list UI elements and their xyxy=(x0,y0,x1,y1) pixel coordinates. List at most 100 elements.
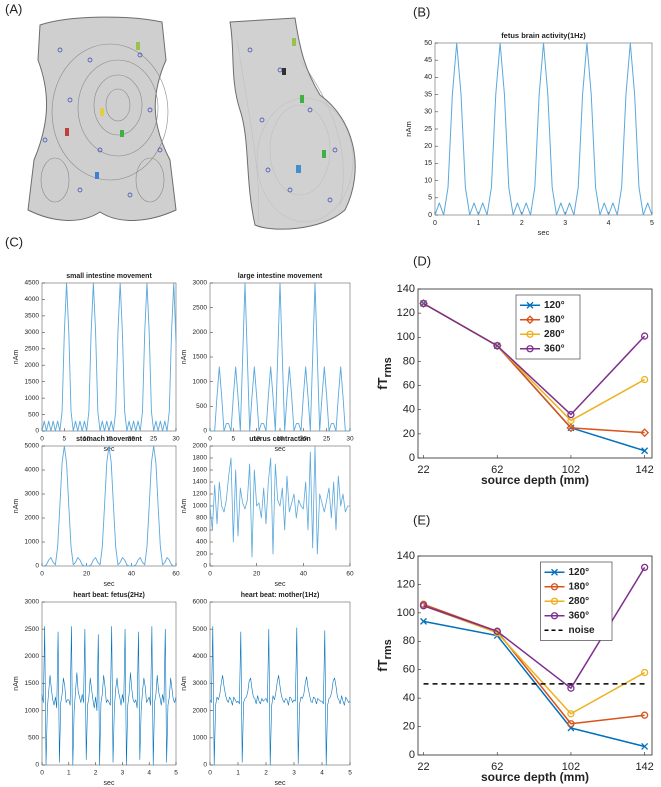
x-tick-label: 60 xyxy=(346,571,354,578)
y-tick-label: 500 xyxy=(196,403,207,410)
x-tick-label: 0 xyxy=(40,436,44,443)
y-tick-label: 140 xyxy=(397,283,415,295)
panel-label: (A) xyxy=(5,1,22,16)
x-tick-label: 0 xyxy=(40,770,44,777)
x-axis-label: sec xyxy=(275,780,286,787)
y-tick-label: 600 xyxy=(196,527,207,534)
y-tick-label: 3000 xyxy=(25,491,40,498)
x-tick-label: 15 xyxy=(105,436,113,443)
y-tick-label: 1400 xyxy=(193,479,208,486)
y-tick-label: 1500 xyxy=(193,354,208,361)
x-tick-label: 20 xyxy=(253,571,261,578)
y-tick-label: 0 xyxy=(35,428,39,435)
chart-title: heart beat: mother(1Hz) xyxy=(241,592,320,599)
marker xyxy=(567,710,575,718)
x-axis-label: sec xyxy=(104,581,115,588)
x-axis-label: sec xyxy=(275,446,286,453)
y-tick-label: 2500 xyxy=(25,626,40,633)
x-tick-label: 102 xyxy=(562,464,580,476)
series-line xyxy=(209,445,350,558)
y-tick-label: 1800 xyxy=(193,455,208,462)
legend-label: 360° xyxy=(544,343,565,354)
y-axis-label-main: fT xyxy=(375,377,390,389)
y-tick-label: 40 xyxy=(403,404,415,416)
marker xyxy=(566,423,576,433)
y-tick-label: 2000 xyxy=(193,443,208,450)
axes-box xyxy=(209,601,351,766)
x-axis-label: sec xyxy=(275,581,286,588)
y-tick-label: 3000 xyxy=(193,680,208,687)
y-tick-label: 500 xyxy=(28,411,39,418)
y-axis-label-main: nAm xyxy=(13,676,20,691)
x-tick-label: 22 xyxy=(417,464,429,476)
x-tick-label: 25 xyxy=(323,436,331,443)
y-tick-label: 45 xyxy=(424,57,432,64)
marker xyxy=(640,428,650,438)
legend-label: 280° xyxy=(544,329,565,340)
marker xyxy=(641,447,649,455)
y-tick-label: 3500 xyxy=(25,313,40,320)
series-line xyxy=(423,302,646,416)
y-axis-label-main: nAm xyxy=(404,121,413,136)
x-tick-label: 4 xyxy=(320,770,324,777)
y-tick-label: 120 xyxy=(397,578,415,590)
y-axis-label-main: nAm xyxy=(13,350,20,365)
axes-box xyxy=(41,601,177,766)
y-tick-label: 1000 xyxy=(193,503,208,510)
y-axis-label-sub: rms xyxy=(382,639,394,659)
x-tick-label: 25 xyxy=(150,436,158,443)
x-tick-label: 4 xyxy=(607,220,611,227)
series-line xyxy=(41,282,177,432)
marker xyxy=(567,684,575,692)
y-tick-label: 2500 xyxy=(193,304,208,311)
y-axis-label-main: nAm xyxy=(181,499,188,514)
x-tick-label: 30 xyxy=(346,436,354,443)
legend-marker xyxy=(526,330,534,338)
x-tick-label: 0 xyxy=(208,770,212,777)
legend-marker xyxy=(525,315,535,325)
chart-title: fetus brain activity(1Hz) xyxy=(501,31,586,40)
y-axis-label-main: nAm xyxy=(13,499,20,514)
x-tick-label: 20 xyxy=(83,571,91,578)
y-axis-label: nAm xyxy=(13,676,20,691)
x-axis-label: sec xyxy=(104,780,115,787)
x-axis-label: source depth (mm) xyxy=(481,473,589,487)
x-tick-label: 5 xyxy=(348,770,352,777)
x-tick-label: 3 xyxy=(121,770,125,777)
series-line xyxy=(434,42,653,216)
legend-label: 280° xyxy=(569,596,590,607)
x-tick-label: 5 xyxy=(63,436,67,443)
chart-title: large intestine movement xyxy=(238,273,323,280)
y-tick-label: 15 xyxy=(424,160,432,167)
y-tick-label: 1000 xyxy=(25,395,40,402)
y-tick-label: 500 xyxy=(28,735,39,742)
marker xyxy=(493,342,501,350)
chart-title: small intestine movement xyxy=(66,273,152,280)
y-tick-label: 5 xyxy=(428,195,432,202)
y-tick-label: 200 xyxy=(196,551,207,558)
x-tick-label: 1 xyxy=(67,770,71,777)
axes-box xyxy=(417,288,653,459)
y-tick-label: 1000 xyxy=(193,735,208,742)
y-tick-label: 0 xyxy=(409,452,415,464)
y-tick-label: 5000 xyxy=(25,443,40,450)
torso-renders xyxy=(27,16,356,230)
y-tick-label: 100 xyxy=(397,331,415,343)
y-tick-label: 3000 xyxy=(193,280,208,287)
x-tick-label: 20 xyxy=(300,436,308,443)
y-axis-label: nAm xyxy=(404,121,413,136)
y-tick-label: 40 xyxy=(403,692,415,704)
y-tick-label: 3000 xyxy=(25,329,40,336)
y-tick-label: 80 xyxy=(403,635,415,647)
y-tick-label: 30 xyxy=(424,109,432,116)
y-tick-label: 60 xyxy=(403,664,415,676)
x-tick-label: 1 xyxy=(236,770,240,777)
x-tick-label: 0 xyxy=(208,571,212,578)
y-tick-label: 140 xyxy=(397,550,415,562)
y-tick-label: 1000 xyxy=(25,707,40,714)
x-tick-label: 10 xyxy=(83,436,91,443)
marker xyxy=(640,668,649,677)
marker xyxy=(641,743,649,750)
series-line xyxy=(41,626,177,766)
